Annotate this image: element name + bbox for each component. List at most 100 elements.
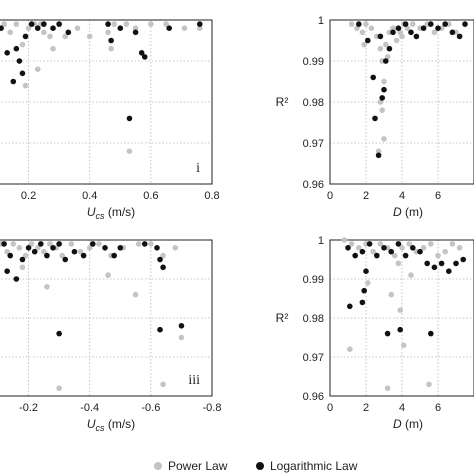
- y-tick-label: 0.98: [303, 97, 324, 109]
- data-point: [22, 33, 29, 40]
- x-axis-label: D (m): [393, 417, 423, 431]
- data-point: [359, 248, 366, 255]
- data-point: [413, 33, 420, 40]
- data-point: [154, 245, 160, 251]
- data-point: [372, 115, 378, 122]
- data-point: [383, 41, 389, 48]
- data-point: [0, 25, 4, 31]
- data-point: [102, 245, 108, 251]
- y-axis-label: R²: [276, 95, 289, 109]
- data-point: [56, 385, 62, 392]
- data-point: [345, 245, 351, 251]
- data-point: [10, 241, 17, 247]
- data-point: [379, 107, 386, 113]
- data-point: [4, 50, 10, 56]
- data-point: [105, 272, 111, 278]
- data-point: [370, 248, 377, 255]
- data-point: [390, 29, 396, 36]
- data-point: [34, 245, 41, 251]
- data-point: [10, 78, 17, 85]
- x-tick-label: 0: [327, 190, 333, 202]
- data-point: [126, 148, 133, 154]
- data-point: [111, 252, 117, 259]
- data-point: [132, 25, 139, 32]
- data-point: [47, 33, 53, 40]
- x-tick-label: -0.2: [19, 402, 38, 414]
- data-point: [138, 50, 145, 56]
- data-point: [38, 241, 44, 247]
- series-power-law: [1, 21, 203, 154]
- data-point: [105, 21, 111, 27]
- data-point: [449, 29, 456, 36]
- data-point: [424, 260, 431, 267]
- data-point: [449, 241, 456, 247]
- legend-power-label: Power Law: [168, 459, 228, 473]
- data-point: [406, 241, 413, 247]
- panel-4: 0 2 4 6 0.96 0.97 0.98 0.99 1 D (m) R²: [276, 235, 474, 431]
- data-point: [397, 326, 404, 333]
- data-point: [375, 152, 382, 159]
- data-point: [135, 241, 142, 247]
- data-point: [393, 37, 400, 44]
- data-point: [16, 58, 23, 64]
- data-point: [383, 58, 389, 64]
- data-point: [381, 136, 387, 142]
- data-point: [19, 264, 26, 271]
- data-point: [370, 74, 377, 81]
- data-point: [7, 29, 14, 36]
- panel-1: 0.2 0.4 0.6 0.8 Ucs (m/s) i: [0, 19, 220, 221]
- data-point: [108, 45, 114, 52]
- x-tick-label: 4: [399, 190, 405, 202]
- data-point: [86, 245, 93, 251]
- data-point: [62, 33, 69, 40]
- data-point: [25, 245, 32, 251]
- data-point: [395, 241, 402, 247]
- data-point: [160, 264, 166, 271]
- data-point: [348, 241, 355, 247]
- data-point: [13, 21, 20, 27]
- data-point: [420, 25, 427, 32]
- data-point: [368, 25, 375, 32]
- data-point: [347, 303, 353, 310]
- data-point: [388, 291, 395, 298]
- data-point: [399, 33, 405, 40]
- data-point: [462, 21, 468, 27]
- y-tick-label: 0.97: [303, 138, 324, 150]
- data-point: [166, 25, 172, 32]
- data-point: [435, 25, 441, 32]
- data-point: [117, 245, 124, 251]
- data-point: [453, 260, 459, 267]
- data-point: [377, 45, 384, 52]
- data-point: [365, 37, 371, 44]
- data-point: [399, 245, 405, 251]
- data-point: [50, 45, 56, 52]
- panel-label: iii: [188, 373, 200, 388]
- x-tick-label: 0.4: [82, 190, 97, 202]
- data-point: [22, 252, 29, 259]
- y-axis-label: R²: [276, 311, 289, 325]
- data-point: [356, 21, 362, 27]
- data-point: [377, 241, 384, 247]
- data-point: [25, 25, 32, 32]
- data-point: [428, 21, 434, 27]
- data-point: [363, 21, 369, 27]
- data-point: [96, 241, 102, 247]
- data-point: [381, 245, 387, 251]
- data-point: [435, 252, 441, 259]
- x-tick-label: 6: [435, 402, 441, 414]
- data-point: [89, 241, 96, 247]
- x-tick-label: 4: [399, 402, 405, 414]
- data-point: [352, 252, 359, 259]
- data-point: [56, 21, 62, 27]
- panel-label: i: [196, 161, 200, 176]
- data-point: [377, 33, 384, 40]
- data-point: [375, 148, 382, 154]
- data-point: [16, 245, 23, 251]
- data-point: [401, 342, 407, 349]
- data-point: [44, 284, 50, 290]
- data-point: [456, 245, 463, 251]
- data-point: [456, 33, 463, 40]
- plot-frame: [0, 19, 213, 185]
- data-point: [426, 381, 432, 388]
